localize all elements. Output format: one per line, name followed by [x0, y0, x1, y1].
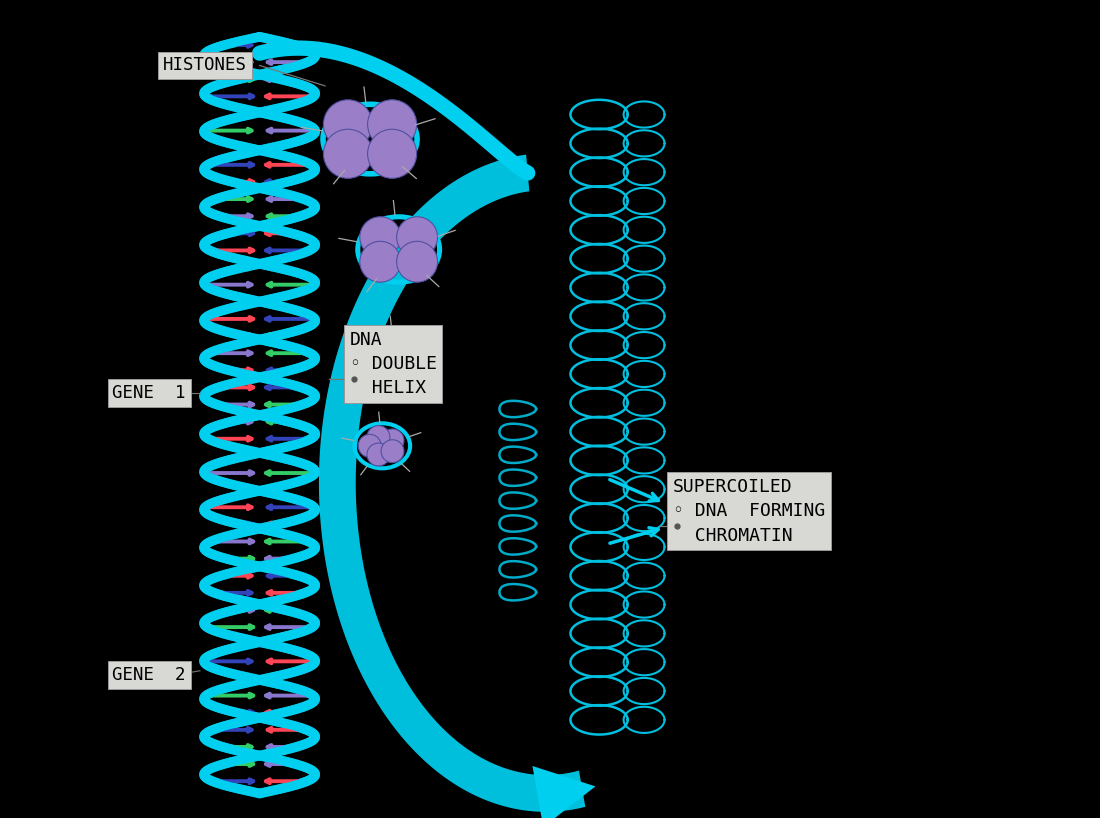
Circle shape	[393, 348, 422, 377]
Polygon shape	[532, 766, 595, 818]
Circle shape	[367, 129, 417, 178]
Circle shape	[397, 241, 438, 282]
Circle shape	[393, 335, 422, 364]
Text: DNA
◦ DOUBLE
  HELIX: DNA ◦ DOUBLE HELIX	[350, 330, 437, 398]
Circle shape	[397, 217, 438, 258]
Circle shape	[381, 429, 404, 452]
Polygon shape	[319, 155, 585, 811]
Text: GENE  1: GENE 1	[112, 384, 186, 402]
Circle shape	[375, 353, 405, 382]
Circle shape	[375, 330, 405, 359]
Circle shape	[367, 425, 389, 448]
Circle shape	[381, 440, 404, 463]
Circle shape	[359, 434, 382, 457]
Circle shape	[360, 241, 400, 282]
Circle shape	[367, 443, 389, 466]
Circle shape	[360, 217, 400, 258]
Circle shape	[364, 341, 393, 371]
Text: GENE  2: GENE 2	[112, 666, 186, 684]
Circle shape	[323, 129, 373, 178]
Circle shape	[367, 100, 417, 149]
Text: SUPERCOILED
◦ DNA  FORMING
  CHROMATIN: SUPERCOILED ◦ DNA FORMING CHROMATIN	[673, 478, 825, 545]
Text: HISTONES: HISTONES	[163, 56, 248, 74]
Circle shape	[323, 100, 373, 149]
